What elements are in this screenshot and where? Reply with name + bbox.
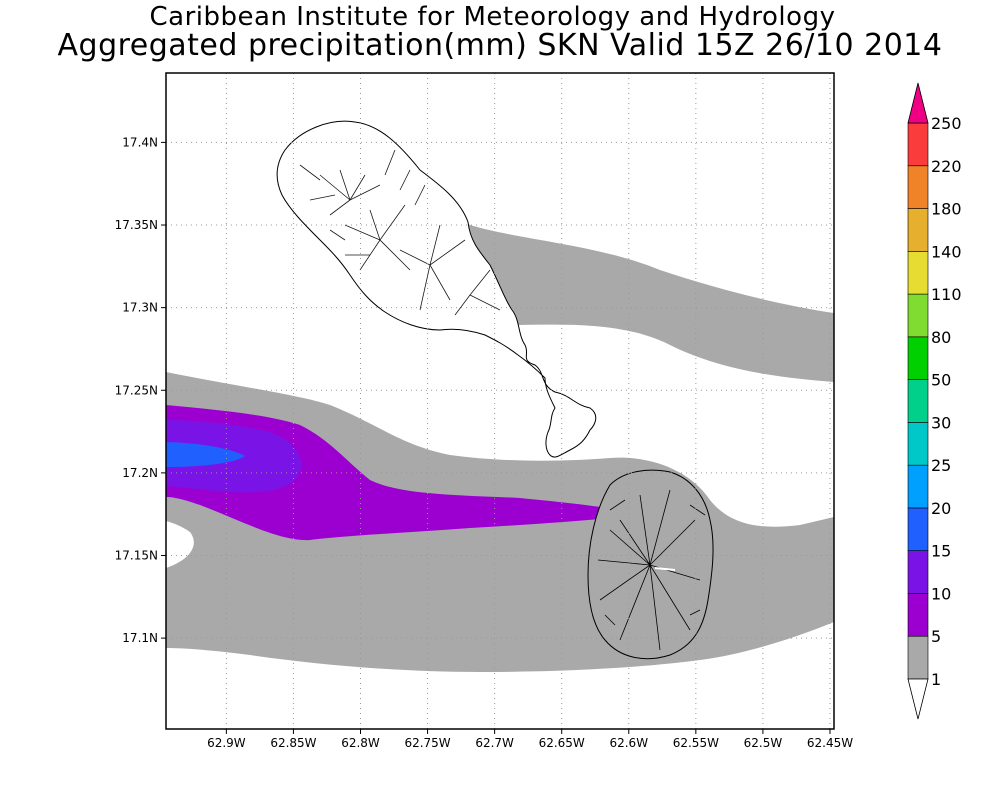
tick-label-lon: 62.8W xyxy=(341,736,380,750)
colorbar-swatch xyxy=(907,507,929,551)
tick-label-lat: 17.2N xyxy=(122,466,158,480)
colorbar-swatch xyxy=(907,550,929,594)
colorbar-swatch xyxy=(907,293,929,338)
colorbar-swatch xyxy=(907,464,929,509)
tick-label-lon: 62.45W xyxy=(807,736,853,750)
colorbar-label: 180 xyxy=(931,200,962,219)
tick-label-lon: 62.75W xyxy=(404,736,450,750)
chart-title-line1: Caribbean Institute for Meteorology and … xyxy=(149,2,836,32)
colorbar-label: 25 xyxy=(931,456,951,475)
colorbar-label: 220 xyxy=(931,157,962,176)
tick-label-lon: 62.6W xyxy=(609,736,648,750)
colorbar-swatch xyxy=(907,251,929,295)
colorbar-swatch xyxy=(907,422,929,466)
precip-band-15-20 xyxy=(166,442,245,467)
colorbar-swatch xyxy=(907,593,929,637)
colorbar-label: 20 xyxy=(931,499,951,518)
tick-label-lon: 62.65W xyxy=(539,736,585,750)
colorbar-swatch xyxy=(907,379,929,423)
tick-label-lat: 17.35N xyxy=(115,218,158,232)
tick-label-lat: 17.1N xyxy=(122,631,158,645)
colorbar-label: 110 xyxy=(931,285,962,304)
colorbar-swatch xyxy=(907,336,929,380)
colorbar-label: 250 xyxy=(931,114,962,133)
colorbar-label: 50 xyxy=(931,371,951,390)
colorbar-label: 10 xyxy=(931,584,951,603)
map-frame xyxy=(165,72,835,730)
colorbar-label: 15 xyxy=(931,542,951,561)
colorbar-swatch xyxy=(907,122,929,167)
colorbar-under-triangle xyxy=(907,678,929,720)
colorbar-over-triangle xyxy=(907,82,929,124)
axes: 62.9W 62.85W 62.8W 62.75W 62.7W 62.65W 62.6W 62… xyxy=(115,135,854,750)
island-nevis xyxy=(587,469,714,660)
tick-label-lon: 62.5W xyxy=(744,736,783,750)
island-saint-kitts xyxy=(276,120,597,458)
tick-label-lat: 17.4N xyxy=(122,135,158,149)
colorbar-label: 5 xyxy=(931,627,941,646)
chart-title-line2: Aggregated precipitation(mm) SKN Valid 1… xyxy=(57,28,943,63)
precip-shading xyxy=(166,201,834,672)
tick-label-lat: 17.3N xyxy=(122,301,158,315)
tick-label-lon: 62.7W xyxy=(475,736,514,750)
tick-label-lon: 62.55W xyxy=(673,736,719,750)
tick-label-lat: 17.15N xyxy=(115,548,158,562)
colorbar-label: 1 xyxy=(931,670,941,689)
colorbar-swatch xyxy=(907,165,929,209)
colorbar-label: 30 xyxy=(931,413,951,432)
colorbar-swatch xyxy=(907,208,929,252)
colorbar-label: 80 xyxy=(931,328,951,347)
tick-label-lat: 17.25N xyxy=(115,383,158,397)
colorbar-label: 140 xyxy=(931,242,962,261)
tick-label-lon: 62.9W xyxy=(207,736,246,750)
tick-label-lon: 62.85W xyxy=(270,736,316,750)
colorbar-swatch xyxy=(907,635,929,680)
